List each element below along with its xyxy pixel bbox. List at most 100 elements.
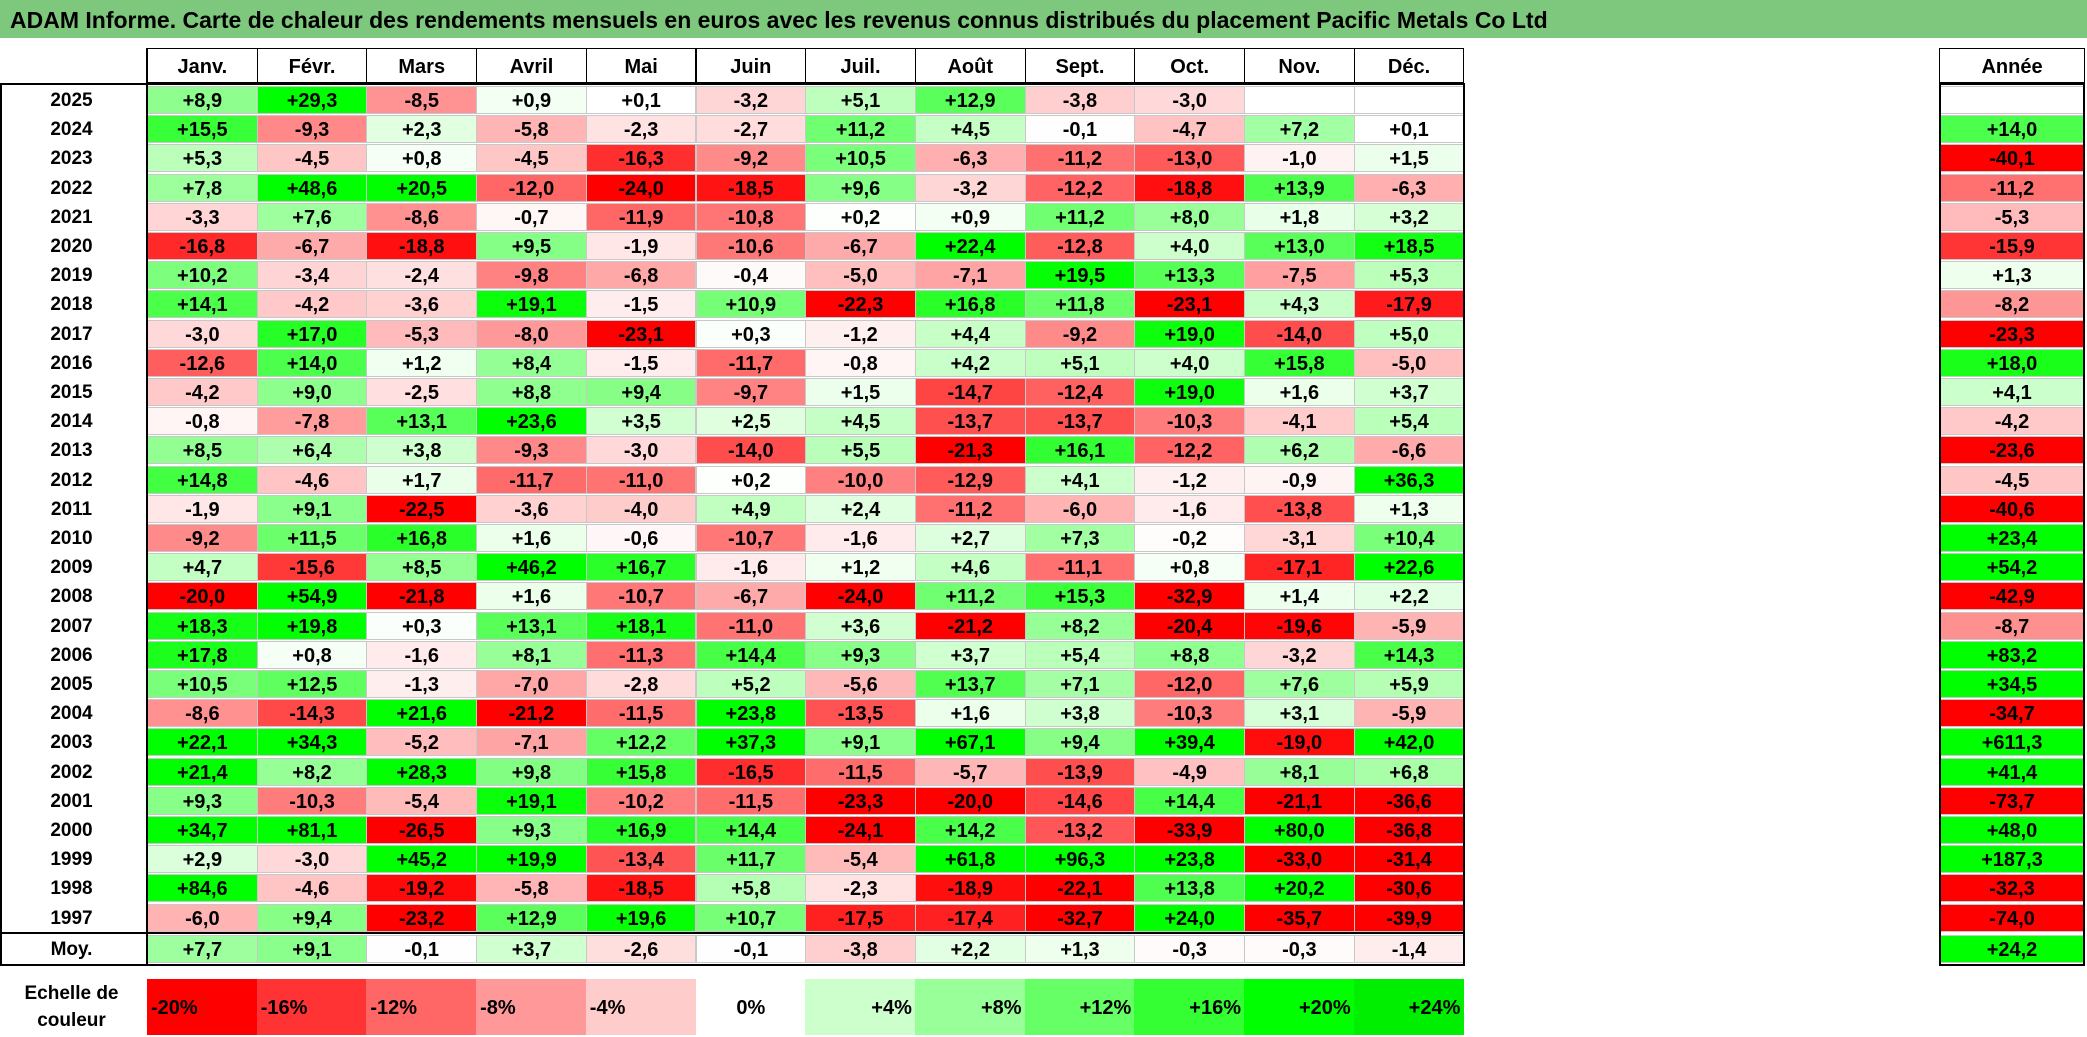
year-label: 2025	[50, 90, 93, 111]
column-header: Janv.	[147, 48, 258, 83]
heatmap-cell: -18,8	[366, 232, 478, 260]
heatmap-cell: +8,1	[1244, 757, 1355, 786]
heatmap-cell: -4,5	[476, 144, 587, 173]
heatmap-cell: +2,2	[1353, 582, 1465, 611]
heatmap-cell: -3,8	[805, 935, 916, 963]
year-label: 2009	[50, 557, 93, 579]
heatmap-cell: -11,3	[585, 640, 697, 669]
label-separator	[146, 48, 148, 966]
heatmap-cell: -7,1	[476, 728, 587, 757]
heatmap-cell: -1,5	[585, 348, 697, 377]
heatmap-cell: +9,3	[476, 816, 587, 844]
heatmap-cell: +7,3	[1024, 524, 1136, 552]
page-title: ADAM Informe. Carte de chaleur des rende…	[0, 0, 2087, 38]
heatmap-cell: -14,7	[914, 378, 1026, 406]
annual-cell: -40,6	[1939, 494, 2085, 523]
heatmap-cell: -3,0	[147, 319, 258, 348]
heatmap-cell	[1244, 86, 1355, 114]
heatmap-cell: -7,0	[476, 670, 587, 698]
heatmap-cell: -4,2	[147, 378, 258, 406]
heatmap-cell: +1,6	[476, 582, 587, 611]
heatmap-cell: +1,3	[1353, 494, 1465, 523]
heatmap-cell: +4,5	[914, 115, 1026, 144]
column-header: Avril	[476, 48, 587, 83]
heatmap-cell: +2,4	[805, 494, 916, 523]
heatmap-cell: -8,5	[366, 86, 478, 114]
year-label: 2015	[50, 382, 93, 403]
heatmap-cell: +11,2	[914, 582, 1026, 611]
heatmap-cell: -12,8	[1024, 232, 1136, 260]
heatmap-cell: -13,9	[1024, 757, 1136, 786]
year-label: 2020	[50, 236, 93, 257]
heatmap-cell: +4,0	[1134, 348, 1245, 377]
heatmap-cell: +19,0	[1134, 319, 1245, 348]
column-header: Juin	[695, 48, 807, 83]
heatmap-cell: +84,6	[147, 874, 258, 903]
heatmap-cell: -7,1	[914, 261, 1026, 290]
heatmap-cell: +0,1	[1353, 115, 1465, 144]
heatmap-cell: -5,4	[805, 845, 916, 874]
heatmap-cell: -10,3	[1134, 699, 1245, 728]
heatmap-cell: +10,7	[695, 903, 807, 932]
heatmap-cell: +9,3	[805, 640, 916, 669]
heatmap-cell: +0,8	[256, 640, 368, 669]
heatmap-cell: +61,8	[914, 845, 1026, 874]
heatmap-cell: -2,8	[585, 670, 697, 698]
heatmap-cell: +9,4	[585, 378, 697, 406]
column-header: Mai	[585, 48, 697, 83]
annual-cell: +34,5	[1939, 670, 2085, 698]
heatmap-cell: +7,1	[1024, 670, 1136, 698]
heatmap-cell: +8,8	[1134, 640, 1245, 669]
heatmap-cell: -11,2	[914, 494, 1026, 523]
heatmap-cell: +11,2	[1024, 202, 1136, 231]
annual-cell: +23,4	[1939, 524, 2085, 552]
heatmap-cell: +15,3	[1024, 582, 1136, 611]
heatmap-cell: -21,2	[476, 699, 587, 728]
heatmap-cell: -10,2	[585, 786, 697, 815]
heatmap-cell: -9,2	[1024, 319, 1136, 348]
heatmap-cell: +17,0	[256, 319, 368, 348]
heatmap-cell: +13,1	[366, 407, 478, 436]
heatmap-cell: -1,6	[805, 524, 916, 552]
heatmap-cell: -19,0	[1244, 728, 1355, 757]
heatmap-cell: +12,5	[256, 670, 368, 698]
heatmap-cell: +9,1	[256, 935, 368, 963]
heatmap-cell: +7,8	[147, 173, 258, 202]
heatmap-cell: -1,9	[147, 494, 258, 523]
heatmap-cell: +20,2	[1244, 874, 1355, 903]
heatmap-cell: -10,8	[695, 202, 807, 231]
heatmap-cell: -33,0	[1244, 845, 1355, 874]
annual-cell: +83,2	[1939, 640, 2085, 669]
annual-cell: -5,3	[1939, 202, 2085, 231]
heatmap-cell: +2,3	[366, 115, 478, 144]
heatmap-cell: +7,7	[147, 935, 258, 963]
heatmap-cell: -11,7	[476, 465, 587, 494]
heatmap-cell: +9,6	[805, 173, 916, 202]
annual-cell: +24,2	[1939, 935, 2085, 963]
heatmap-cell: -11,5	[585, 699, 697, 728]
heatmap-cell: +19,6	[585, 903, 697, 932]
year-label: 2018	[50, 294, 93, 316]
heatmap-cell: +9,3	[147, 786, 258, 815]
heatmap-cell: -1,6	[1134, 494, 1245, 523]
year-label: 2024	[50, 119, 93, 141]
heatmap-cell: -13,4	[585, 845, 697, 874]
heatmap-cell: -17,5	[805, 903, 916, 932]
heatmap-cell: +3,2	[1353, 202, 1465, 231]
heatmap-cell: -14,6	[1024, 786, 1136, 815]
annual-cell	[1939, 86, 2085, 114]
heatmap-cell: +2,2	[914, 935, 1026, 963]
heatmap-cell: -17,9	[1353, 290, 1465, 319]
heatmap-cell: +20,5	[366, 173, 478, 202]
heatmap-cell: +11,5	[256, 524, 368, 552]
color-scale-stop: -12%	[366, 979, 478, 1035]
year-label: 2023	[50, 148, 93, 170]
heatmap-cell: +1,8	[1244, 202, 1355, 231]
heatmap-cell: +1,6	[476, 524, 587, 552]
heatmap-cell: -6,3	[1353, 173, 1465, 202]
heatmap-cell: -1,4	[1353, 935, 1465, 963]
annual-cell: -34,7	[1939, 699, 2085, 728]
heatmap-cell: -12,0	[1134, 670, 1245, 698]
heatmap-cell: -1,3	[366, 670, 478, 698]
heatmap-cell: -30,6	[1353, 874, 1465, 903]
